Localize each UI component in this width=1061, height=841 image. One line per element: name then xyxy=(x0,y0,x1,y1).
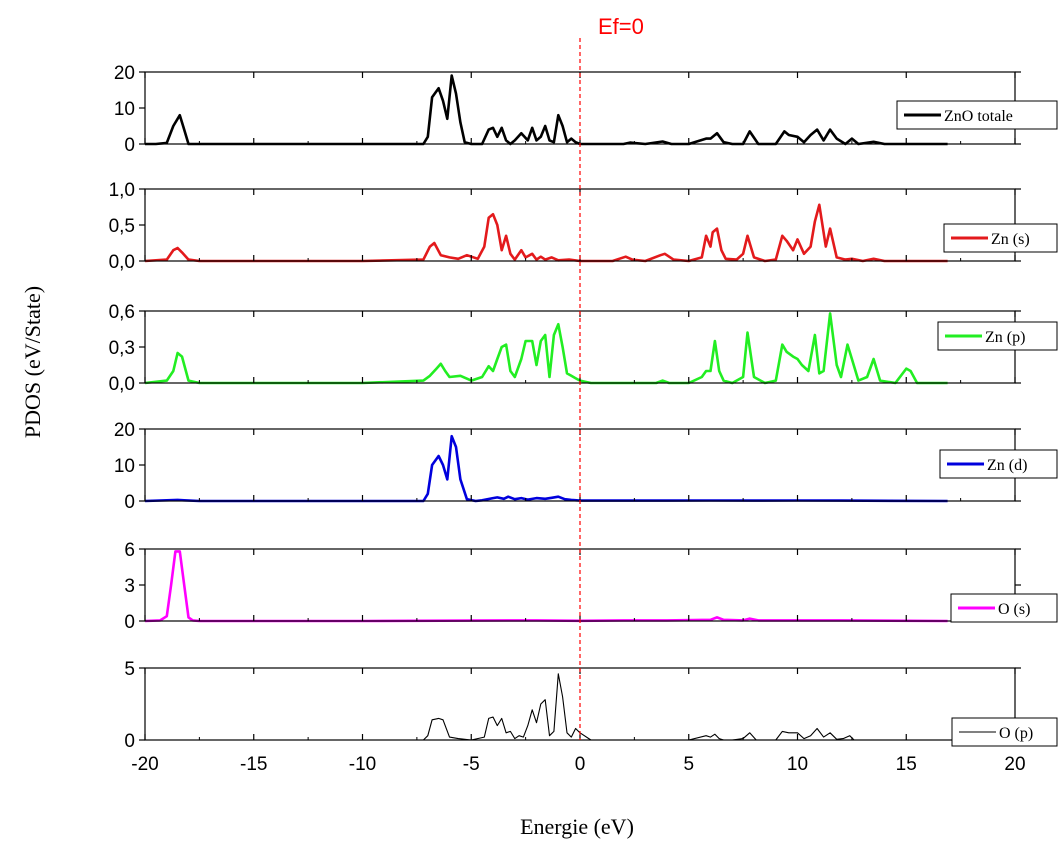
panels-layer: 0 10 20 ZnO totale 0,0 0,5 1,0 Zn (s) 0,0 0,3 0,6 Z… xyxy=(109,63,1058,775)
series-line-panel-6 xyxy=(145,673,948,741)
y-tick-label-panel-3: 0,0 xyxy=(109,374,135,395)
series-line-panel-2 xyxy=(144,203,948,263)
y-tick-label-panel-6: 0 xyxy=(124,731,135,752)
panel-2: 0,0 0,5 1,0 Zn (s) xyxy=(109,180,1058,273)
panel-1: 0 10 20 ZnO totale xyxy=(114,63,1058,156)
x-tick-label: -10 xyxy=(349,754,376,775)
x-tick-label: 15 xyxy=(896,754,917,775)
panel-4: 0 10 20 Zn (d) xyxy=(114,420,1058,513)
y-tick-label-panel-1: 10 xyxy=(114,99,135,120)
fermi-level-label: Ef=0 xyxy=(598,14,644,39)
panel-6: 0 5 O (p) xyxy=(124,659,1058,752)
y-axis-title: PDOS (eV/State) xyxy=(20,286,45,438)
y-tick-label-panel-2: 0,5 xyxy=(109,216,135,237)
y-tick-label-panel-4: 10 xyxy=(114,456,135,477)
x-tick-label: -20 xyxy=(131,754,158,775)
x-tick-label: 0 xyxy=(575,754,586,775)
y-tick-label-panel-2: 0,0 xyxy=(109,252,135,273)
legend-label-panel-5: O (s) xyxy=(998,601,1030,618)
x-tick-label: -15 xyxy=(240,754,267,775)
panel-3: 0,0 0,3 0,6 Zn (p) xyxy=(109,302,1058,395)
series-line-panel-4 xyxy=(144,434,948,503)
y-tick-label-panel-4: 0 xyxy=(124,492,135,513)
legend-label-panel-1: ZnO totale xyxy=(944,108,1013,125)
y-tick-label-panel-1: 20 xyxy=(114,63,135,84)
x-axis-title: Energie (eV) xyxy=(520,814,634,839)
y-tick-label-panel-6: 5 xyxy=(124,659,135,680)
panel-5: 0 3 6 O (s) xyxy=(124,540,1058,633)
y-tick-label-panel-5: 0 xyxy=(124,612,135,633)
legend-label-panel-6: O (p) xyxy=(999,725,1033,742)
y-tick-label-panel-2: 1,0 xyxy=(109,180,135,201)
legend-label-panel-2: Zn (s) xyxy=(991,231,1030,248)
y-tick-label-panel-4: 20 xyxy=(114,420,135,441)
x-tick-label: 10 xyxy=(787,754,808,775)
x-tick-label: -5 xyxy=(463,754,480,775)
series-line-panel-5 xyxy=(144,550,948,623)
y-tick-label-panel-5: 6 xyxy=(124,540,135,561)
y-tick-label-panel-3: 0,6 xyxy=(109,302,135,323)
series-line-panel-1 xyxy=(145,74,948,146)
x-tick-label: 20 xyxy=(1004,754,1025,775)
y-tick-label-panel-3: 0,3 xyxy=(109,338,135,359)
legend-label-panel-4: Zn (d) xyxy=(987,457,1027,474)
legend-label-panel-3: Zn (p) xyxy=(985,329,1025,346)
y-tick-label-panel-5: 3 xyxy=(124,576,135,597)
x-tick-label: 5 xyxy=(683,754,694,775)
y-tick-label-panel-1: 0 xyxy=(124,135,135,156)
legend-box-panel-3 xyxy=(937,321,1058,351)
series-line-panel-3 xyxy=(144,312,948,385)
